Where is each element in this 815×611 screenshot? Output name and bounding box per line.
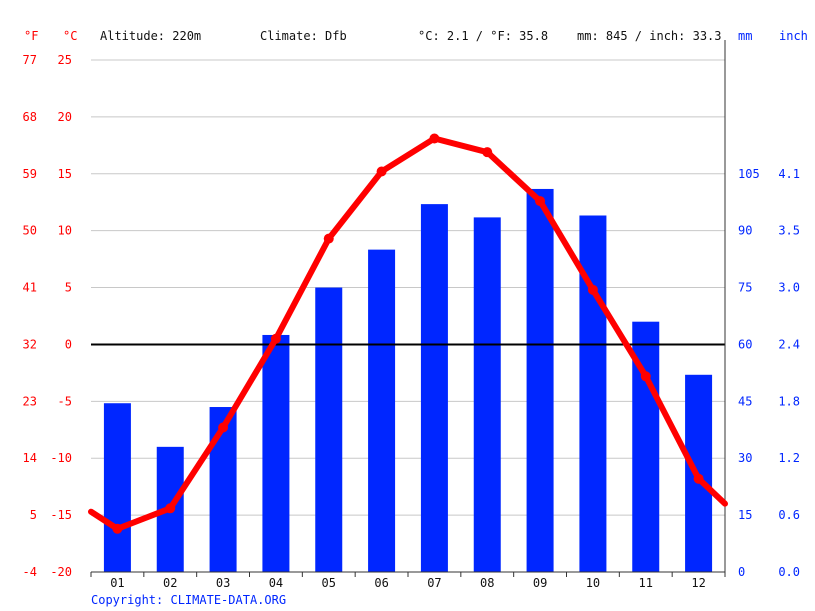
month-tick-label: 05 <box>322 576 336 590</box>
precipitation-bar <box>262 334 290 572</box>
inch-tick-label: 1.2 <box>778 451 800 465</box>
inch-tick-label: 4.1 <box>778 167 800 181</box>
month-tick-label: 01 <box>110 576 124 590</box>
fahrenheit-tick-label: 23 <box>23 394 37 408</box>
month-tick-label: 03 <box>216 576 230 590</box>
precipitation-bar <box>526 188 554 572</box>
temperature-point <box>376 166 387 177</box>
precipitation-bars <box>103 188 713 573</box>
fahrenheit-tick-label: 14 <box>23 451 37 465</box>
mm-tick-label: 60 <box>738 337 752 351</box>
average-temperature-label: °C: 2.1 / °F: 35.8 <box>418 29 548 43</box>
plot-frame <box>90 40 726 577</box>
temperature-line <box>88 133 728 534</box>
inch-tick-label: 3.0 <box>778 281 800 295</box>
month-tick-label: 07 <box>427 576 441 590</box>
fahrenheit-unit-label: °F <box>24 29 38 43</box>
total-precipitation-label: mm: 845 / inch: 33.3 <box>577 29 722 43</box>
temperature-point <box>693 473 704 484</box>
inch-unit-label: inch <box>779 29 808 43</box>
mm-tick-label: 75 <box>738 281 752 295</box>
temperature-point <box>429 133 440 144</box>
temperature-point <box>112 523 123 534</box>
mm-tick-label: 15 <box>738 508 752 522</box>
fahrenheit-tick-label: 5 <box>30 508 37 522</box>
precipitation-bar <box>368 249 396 572</box>
copyright-label: Copyright: CLIMATE-DATA.ORG <box>91 593 286 607</box>
inch-tick-label: 0.6 <box>778 508 800 522</box>
precipitation-bar <box>473 217 501 573</box>
axis-tick-labels: 2520151050-5-10-15-2077685950413223145-4… <box>23 53 800 590</box>
celsius-tick-label: 0 <box>65 337 72 351</box>
temperature-point <box>218 422 229 433</box>
celsius-tick-label: -5 <box>58 394 72 408</box>
temperature-point <box>640 371 651 382</box>
temperature-point <box>323 233 334 244</box>
month-tick-label: 04 <box>269 576 283 590</box>
inch-tick-label: 3.5 <box>778 224 800 238</box>
temperature-point <box>587 284 598 295</box>
celsius-tick-label: 5 <box>65 281 72 295</box>
mm-tick-label: 90 <box>738 224 752 238</box>
mm-unit-label: mm <box>738 29 752 43</box>
month-tick-label: 02 <box>163 576 177 590</box>
precipitation-bar <box>315 287 343 572</box>
celsius-tick-label: 20 <box>58 110 72 124</box>
month-tick-label: 11 <box>639 576 653 590</box>
precipitation-bar <box>209 407 237 572</box>
fahrenheit-tick-label: 41 <box>23 281 37 295</box>
month-tick-label: 12 <box>691 576 705 590</box>
temperature-line-path <box>88 135 728 532</box>
temperature-point <box>270 333 281 344</box>
fahrenheit-tick-label: 50 <box>23 224 37 238</box>
altitude-label: Altitude: 220m <box>100 29 201 43</box>
celsius-tick-label: -15 <box>50 508 72 522</box>
temperature-point <box>535 196 546 207</box>
celsius-tick-label: -10 <box>50 451 72 465</box>
celsius-tick-label: 15 <box>58 167 72 181</box>
grid-lines <box>91 59 725 516</box>
inch-tick-label: 2.4 <box>778 337 800 351</box>
month-tick-label: 10 <box>586 576 600 590</box>
precipitation-bar <box>103 403 131 572</box>
precipitation-bar <box>420 204 448 572</box>
celsius-unit-label: °C <box>63 29 77 43</box>
celsius-tick-label: -20 <box>50 565 72 579</box>
mm-tick-label: 0 <box>738 565 745 579</box>
fahrenheit-tick-label: -4 <box>23 565 37 579</box>
inch-tick-label: 0.0 <box>778 565 800 579</box>
inch-tick-label: 1.8 <box>778 394 800 408</box>
fahrenheit-tick-label: 59 <box>23 167 37 181</box>
climate-label: Climate: Dfb <box>260 29 347 43</box>
mm-tick-label: 105 <box>738 167 760 181</box>
celsius-tick-label: 10 <box>58 224 72 238</box>
fahrenheit-tick-label: 68 <box>23 110 37 124</box>
mm-tick-label: 30 <box>738 451 752 465</box>
month-tick-label: 09 <box>533 576 547 590</box>
month-tick-label: 08 <box>480 576 494 590</box>
fahrenheit-tick-label: 32 <box>23 337 37 351</box>
celsius-tick-label: 25 <box>58 53 72 67</box>
month-tick-label: 06 <box>374 576 388 590</box>
fahrenheit-tick-label: 77 <box>23 53 37 67</box>
temperature-point <box>482 147 493 158</box>
temperature-point <box>165 503 176 514</box>
mm-tick-label: 45 <box>738 394 752 408</box>
